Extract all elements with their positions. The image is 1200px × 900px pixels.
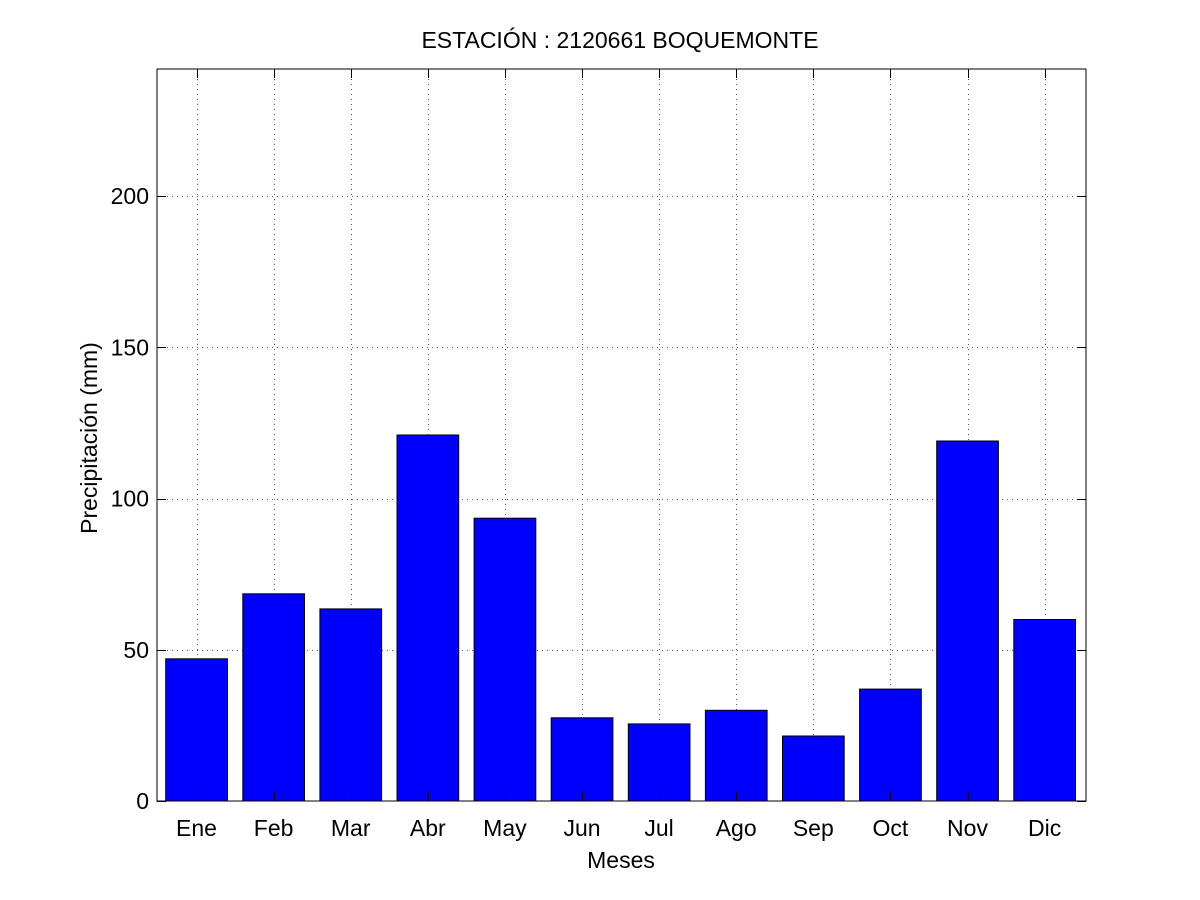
x-tick-label: Nov xyxy=(947,815,988,841)
bar-nov xyxy=(936,440,999,802)
x-tick-labels: Ene Feb Mar Abr May Jun Jul Ago Sep Oct Nov Dic xyxy=(176,815,1061,841)
bar-dic xyxy=(1013,619,1076,802)
x-tick-label: Sep xyxy=(793,815,834,841)
y-tick-label: 200 xyxy=(111,183,149,209)
chart-title: ESTACIÓN : 2120661 BOQUEMONTE xyxy=(421,27,818,53)
y-tick-label: 150 xyxy=(111,334,149,360)
bar-ene xyxy=(165,658,228,802)
x-tick-label: Dic xyxy=(1028,815,1061,841)
x-tick-label: Feb xyxy=(254,815,294,841)
bar-may xyxy=(473,517,537,802)
x-tick-label: Abr xyxy=(410,815,446,841)
bar-mar xyxy=(319,608,383,802)
x-tick-label: Oct xyxy=(873,815,909,841)
bar-sep xyxy=(782,735,845,802)
y-tick-label: 50 xyxy=(123,637,149,663)
y-tick-label: 0 xyxy=(136,788,149,814)
bar-abr xyxy=(396,434,460,802)
x-tick-label: Ago xyxy=(716,815,757,841)
axis-ticks xyxy=(157,69,1086,802)
bars xyxy=(165,434,1076,802)
x-tick-label: Jul xyxy=(644,815,673,841)
x-tick-label: Mar xyxy=(331,815,371,841)
y-tick-label: 100 xyxy=(111,486,149,512)
y-axis-label: Precipitación (mm) xyxy=(76,342,102,534)
x-axis-label: Meses xyxy=(587,847,655,873)
y-tick-labels: 0 50 100 150 200 xyxy=(111,183,149,814)
plot-area-frame xyxy=(156,68,1087,802)
x-tick-label: Jun xyxy=(563,815,600,841)
bar-jul xyxy=(627,723,691,802)
bar-jun xyxy=(550,717,614,802)
x-tick-label: Ene xyxy=(176,815,217,841)
x-tick-label: May xyxy=(483,815,527,841)
bar-ago xyxy=(704,709,768,802)
bar-feb xyxy=(242,593,306,802)
bar-oct xyxy=(859,688,922,802)
